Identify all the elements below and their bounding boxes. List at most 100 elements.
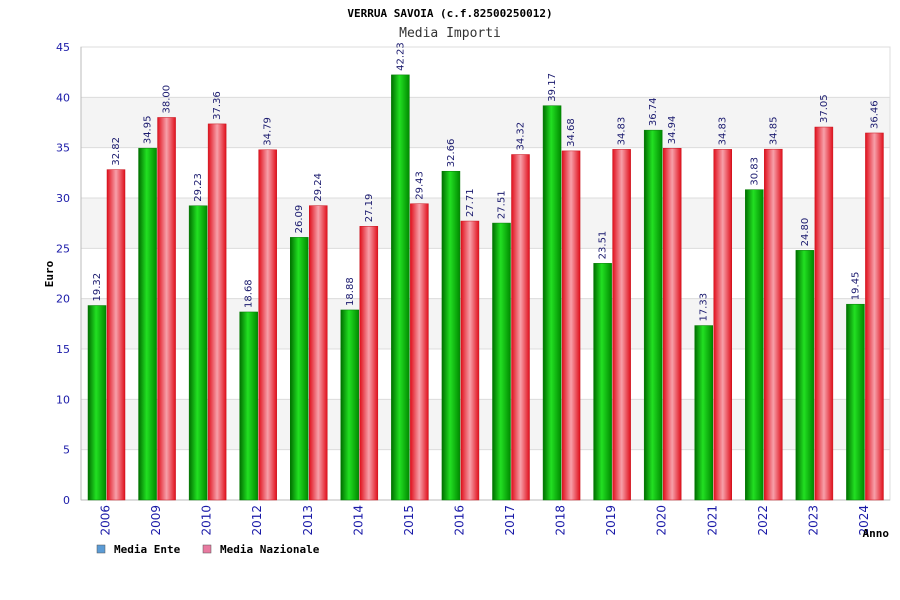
x-tick-label: 2009 xyxy=(149,505,163,536)
bar-media-nazionale xyxy=(814,126,834,501)
bar-media-ente xyxy=(290,237,309,501)
y-tick-label: 45 xyxy=(56,41,70,54)
value-label: 36.46 xyxy=(869,100,880,129)
plot-band xyxy=(81,47,890,98)
x-tick-label: 2020 xyxy=(655,505,669,536)
bar-media-ente xyxy=(138,147,157,501)
x-tick-label: 2016 xyxy=(452,505,466,536)
bar-media-nazionale xyxy=(359,226,379,501)
y-tick-label: 5 xyxy=(63,444,70,457)
bar-media-ente xyxy=(745,189,764,501)
bar-media-ente xyxy=(441,170,461,501)
bar-media-ente xyxy=(340,309,360,501)
legend-swatch xyxy=(96,544,106,554)
bar-media-ente xyxy=(643,129,663,501)
value-label: 27.71 xyxy=(465,188,476,217)
y-tick-label: 40 xyxy=(56,91,70,104)
bar-media-nazionale xyxy=(612,149,631,501)
x-tick-label: 2023 xyxy=(806,505,820,536)
chart-subtitle: Media Importi xyxy=(399,26,501,41)
bar-media-nazionale xyxy=(258,149,277,501)
bar-media-ente xyxy=(846,303,865,501)
bar-media-ente xyxy=(593,263,612,501)
value-label: 27.19 xyxy=(364,194,375,223)
x-axis-ticks: 2006 2009 2010 2012 2013 2014 2015 2016 2017 2018… xyxy=(99,505,871,536)
y-axis-ticks: 0 5 10 15 20 25 30 35 40 45 xyxy=(56,41,70,507)
chart-title: VERRUA SAVOIA (c.f.82500250012) xyxy=(347,7,552,20)
y-tick-label: 20 xyxy=(56,293,70,306)
x-tick-label: 2021 xyxy=(705,505,719,536)
bar-media-nazionale xyxy=(207,123,227,501)
legend-label: Media Ente xyxy=(114,543,181,556)
bar-media-ente xyxy=(694,325,713,501)
value-label: 38.00 xyxy=(162,85,173,114)
bar-media-ente xyxy=(87,305,107,501)
value-label: 34.79 xyxy=(263,117,274,146)
value-label: 26.09 xyxy=(294,205,305,234)
x-tick-label: 2015 xyxy=(402,505,416,536)
value-label: 17.33 xyxy=(699,293,710,322)
bar-media-ente xyxy=(239,311,258,501)
value-label: 34.95 xyxy=(143,116,154,145)
y-tick-label: 0 xyxy=(63,494,70,507)
value-label: 19.32 xyxy=(92,273,103,302)
x-tick-label: 2018 xyxy=(554,505,568,536)
bar-media-nazionale xyxy=(309,205,328,501)
bar-media-ente xyxy=(542,105,562,501)
value-label: 36.74 xyxy=(648,98,659,127)
bar-media-ente xyxy=(492,222,511,501)
value-label: 37.05 xyxy=(819,94,830,123)
value-label: 24.80 xyxy=(800,218,811,247)
value-label: 30.83 xyxy=(749,157,760,186)
x-tick-label: 2014 xyxy=(351,505,365,536)
bar-media-nazionale xyxy=(713,149,732,501)
x-tick-label: 2013 xyxy=(301,505,315,536)
bar-media-nazionale xyxy=(460,220,480,501)
value-labels: 19.32 32.82 34.95 38.00 29.23 37.36 18.68 34.79… xyxy=(92,42,880,321)
y-axis-label: Euro xyxy=(43,260,56,287)
value-label: 34.68 xyxy=(566,118,577,147)
value-label: 18.88 xyxy=(345,277,356,306)
x-tick-label: 2010 xyxy=(200,505,214,536)
y-tick-label: 25 xyxy=(56,242,70,255)
value-label: 42.23 xyxy=(395,42,406,71)
bar-media-ente xyxy=(391,74,410,501)
x-tick-label: 2017 xyxy=(503,505,517,536)
bar-media-nazionale xyxy=(410,203,429,501)
value-label: 23.51 xyxy=(598,231,609,260)
value-label: 32.66 xyxy=(446,139,457,168)
value-label: 19.45 xyxy=(850,272,861,301)
bars xyxy=(87,74,884,501)
bar-media-nazionale xyxy=(561,150,581,501)
value-label: 18.68 xyxy=(244,279,255,308)
legend-swatch xyxy=(202,544,212,554)
value-label: 32.82 xyxy=(111,137,122,166)
value-label: 34.83 xyxy=(617,117,628,146)
value-label: 29.24 xyxy=(313,173,324,202)
value-label: 27.51 xyxy=(497,190,508,219)
x-tick-label: 2012 xyxy=(250,505,264,536)
x-axis-label: Anno xyxy=(863,527,890,540)
bar-media-nazionale xyxy=(106,169,126,501)
x-tick-label: 2024 xyxy=(857,505,871,536)
y-tick-label: 10 xyxy=(56,393,70,406)
value-label: 37.36 xyxy=(212,91,223,120)
value-label: 34.32 xyxy=(516,122,527,151)
bar-media-nazionale xyxy=(662,148,682,501)
bar-media-nazionale xyxy=(157,117,176,501)
bar-media-nazionale xyxy=(764,148,783,501)
value-label: 34.85 xyxy=(768,117,779,146)
bar-media-ente xyxy=(188,205,208,501)
value-label: 34.94 xyxy=(667,116,678,145)
x-tick-label: 2019 xyxy=(604,505,618,536)
legend-label: Media Nazionale xyxy=(220,543,320,556)
y-tick-label: 35 xyxy=(56,142,70,155)
x-tick-label: 2022 xyxy=(756,505,770,536)
value-label: 39.17 xyxy=(547,73,558,102)
bar-media-nazionale xyxy=(865,132,884,501)
value-label: 34.83 xyxy=(718,117,729,146)
bar-media-ente xyxy=(795,250,815,501)
bar-media-nazionale xyxy=(511,154,530,501)
y-tick-label: 15 xyxy=(56,343,70,356)
